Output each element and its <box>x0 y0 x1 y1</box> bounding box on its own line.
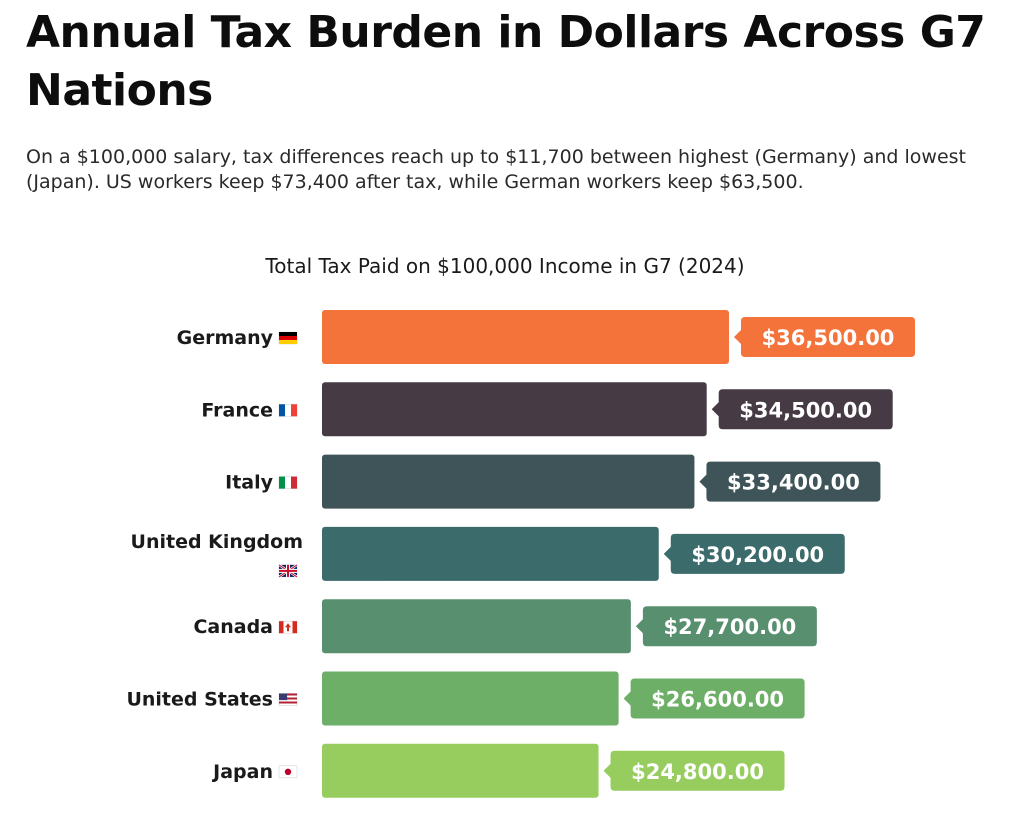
category-label: Italy <box>225 472 273 494</box>
us-flag-icon <box>278 693 298 706</box>
category-label: France <box>201 399 273 421</box>
bar-france <box>322 382 707 437</box>
value-label: $33,400.00 <box>727 471 860 495</box>
bar-italy <box>322 454 695 509</box>
value-badge <box>663 533 845 574</box>
category-label: United Kingdom <box>131 531 303 553</box>
bar-united-states <box>322 671 619 726</box>
value-label: $27,700.00 <box>663 615 796 639</box>
bar-canada <box>322 599 631 654</box>
value-label: $30,200.00 <box>691 543 824 567</box>
value-badge <box>623 678 805 719</box>
value-label: $34,500.00 <box>739 398 872 422</box>
bar-germany <box>322 310 729 364</box>
chart-title: Total Tax Paid on $100,000 Income in G7 … <box>265 254 745 278</box>
category-label: Japan <box>211 761 273 783</box>
uk-flag-icon <box>278 563 298 578</box>
canada-flag-icon <box>278 620 298 634</box>
italy-flag-icon <box>278 476 298 489</box>
value-badge <box>699 461 881 502</box>
value-badge <box>734 317 915 357</box>
category-label: United States <box>126 689 273 711</box>
value-badge <box>603 750 785 791</box>
bar-united-kingdom <box>322 526 659 581</box>
value-label: $24,800.00 <box>631 760 764 784</box>
page-subtitle: On a $100,000 salary, tax differences re… <box>26 146 966 193</box>
category-label: Germany <box>177 327 274 349</box>
category-label: Canada <box>193 616 273 638</box>
value-badge <box>711 389 893 430</box>
value-label: $26,600.00 <box>651 688 784 712</box>
value-label: $36,500.00 <box>762 326 895 350</box>
japan-flag-icon <box>278 765 298 779</box>
bar-japan <box>322 743 599 798</box>
page-title: Annual Tax Burden in Dollars Across G7 N… <box>26 7 986 116</box>
value-badge <box>635 606 817 647</box>
france-flag-icon <box>278 404 298 417</box>
germany-flag-icon <box>278 331 298 345</box>
